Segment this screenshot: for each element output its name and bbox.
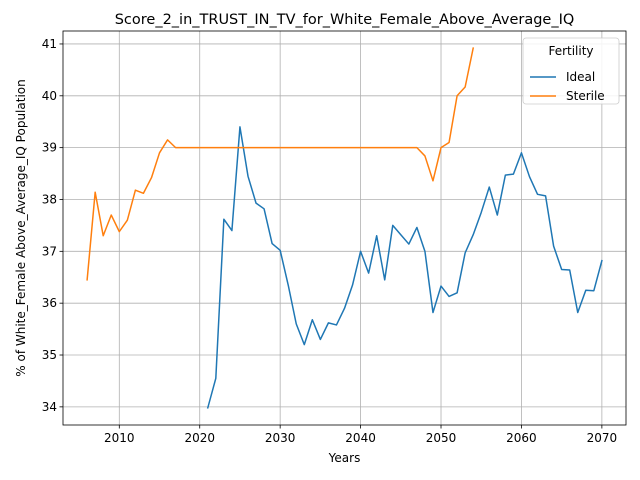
y-tick-label: 35	[42, 348, 57, 362]
x-tick-label: 2060	[506, 431, 537, 445]
y-axis-ticks: 34 35 36 37 38 39 40 41	[42, 37, 63, 414]
x-tick-label: 2030	[265, 431, 296, 445]
series-line-sterile	[86, 47, 475, 281]
y-tick-label: 38	[42, 192, 57, 206]
legend-box	[522, 37, 620, 105]
series-lines	[86, 47, 603, 409]
legend-label-sterile: Sterile	[566, 89, 605, 103]
y-tick-label: 36	[42, 296, 57, 310]
y-tick-label: 40	[42, 89, 57, 103]
series-line-ideal	[206, 126, 603, 409]
x-tick-label: 2070	[587, 431, 618, 445]
legend-entries: Ideal Sterile	[530, 70, 605, 103]
legend-label-ideal: Ideal	[566, 70, 595, 84]
y-tick-label: 39	[42, 141, 57, 155]
x-tick-label: 2010	[104, 431, 135, 445]
x-axis-label: Years	[328, 451, 361, 465]
chart-title: Score_2_in_TRUST_IN_TV_for_White_Female_…	[115, 12, 575, 28]
legend-title: Fertility	[548, 44, 593, 58]
y-axis-label: % of White_Female Above_Average_IQ Popul…	[14, 79, 28, 376]
y-tick-label: 41	[42, 37, 57, 51]
x-tick-label: 2020	[184, 431, 215, 445]
x-tick-label: 2050	[426, 431, 457, 445]
legend: Fertility Ideal Sterile	[522, 37, 620, 105]
y-tick-label: 34	[42, 400, 57, 414]
plot-area-frame	[62, 30, 627, 426]
x-tick-label: 2040	[345, 431, 376, 445]
y-tick-label: 37	[42, 244, 57, 258]
x-axis-ticks: 2010 2020 2030 2040 2050 2060 2070	[104, 425, 617, 445]
